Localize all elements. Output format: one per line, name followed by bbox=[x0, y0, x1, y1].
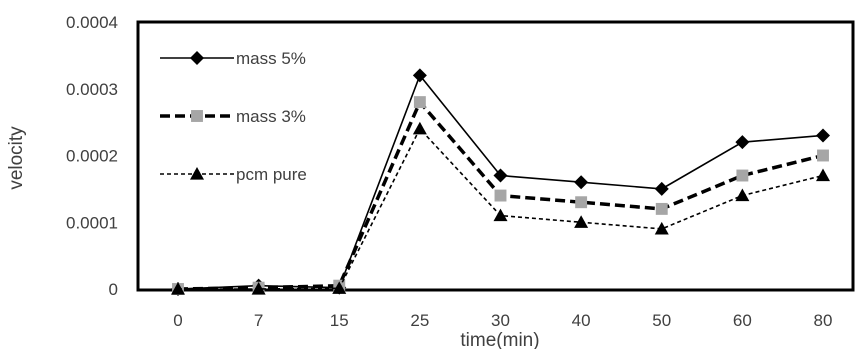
legend-marker bbox=[190, 51, 204, 65]
data-point bbox=[574, 175, 589, 190]
data-point bbox=[575, 196, 588, 209]
data-point bbox=[574, 215, 589, 228]
x-axis-title: time(min) bbox=[460, 330, 539, 349]
legend-label: pcm pure bbox=[236, 165, 307, 184]
data-point bbox=[493, 168, 508, 183]
y-tick-label: 0.0004 bbox=[66, 13, 118, 32]
legend: mass 5% mass 3% pcm pure bbox=[160, 49, 307, 184]
data-point bbox=[412, 121, 427, 135]
x-tick-label: 40 bbox=[572, 311, 591, 330]
y-tick-label: 0.0003 bbox=[66, 80, 118, 99]
data-point bbox=[735, 188, 750, 202]
data-point bbox=[251, 282, 266, 295]
legend-label: mass 3% bbox=[236, 107, 306, 126]
data-point bbox=[493, 208, 508, 222]
data-point bbox=[654, 221, 669, 235]
x-tick-label: 50 bbox=[652, 311, 671, 330]
y-tick-label: 0.0002 bbox=[66, 147, 118, 166]
x-tick-label: 30 bbox=[491, 311, 510, 330]
plot-area-border bbox=[136, 20, 855, 292]
x-tick-label: 60 bbox=[733, 311, 752, 330]
x-tick-label: 25 bbox=[410, 311, 429, 330]
y-tick-label: 0 bbox=[109, 280, 118, 299]
data-point bbox=[171, 282, 185, 295]
data-point bbox=[735, 135, 750, 150]
x-tick-label: 7 bbox=[254, 311, 263, 330]
legend-marker bbox=[190, 167, 204, 180]
x-tick-label: 80 bbox=[814, 311, 833, 330]
y-axis-title: velocity bbox=[6, 126, 27, 190]
data-point bbox=[817, 149, 829, 162]
legend-label: mass 5% bbox=[236, 49, 306, 68]
series-layer bbox=[171, 68, 830, 296]
x-axis-ticks: 0 7 15 25 30 40 50 60 80 bbox=[173, 311, 832, 330]
data-point bbox=[494, 189, 507, 202]
data-point bbox=[412, 68, 427, 83]
x-tick-label: 15 bbox=[330, 311, 349, 330]
y-axis-ticks: 0 0.0001 0.0002 0.0003 0.0004 bbox=[66, 13, 118, 299]
x-tick-label: 0 bbox=[173, 311, 182, 330]
data-point bbox=[816, 168, 830, 182]
legend-marker bbox=[191, 110, 203, 122]
data-point bbox=[413, 96, 426, 109]
y-tick-label: 0.0001 bbox=[66, 213, 118, 232]
series-3 bbox=[171, 121, 830, 295]
data-point bbox=[332, 281, 347, 294]
data-point bbox=[816, 128, 830, 143]
data-point bbox=[655, 202, 668, 215]
data-point bbox=[736, 169, 749, 182]
data-point bbox=[654, 181, 669, 196]
